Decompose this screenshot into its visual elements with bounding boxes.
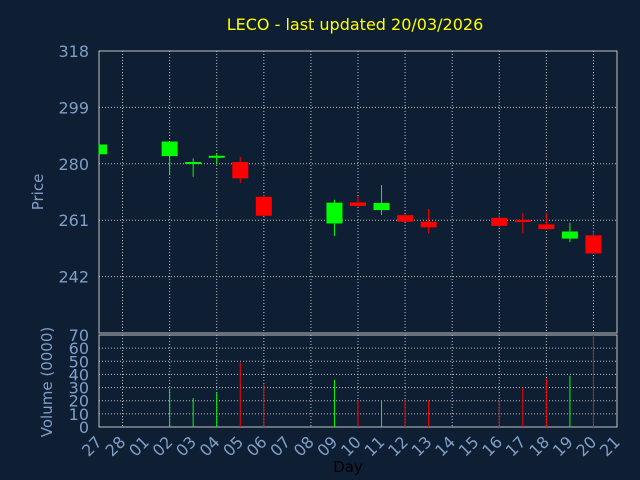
volume-tick-label: 30 bbox=[69, 379, 89, 398]
candle-body bbox=[161, 141, 178, 157]
volume-tick-label: 0 bbox=[79, 418, 89, 437]
candle-body bbox=[491, 217, 508, 226]
price-tick-label: 299 bbox=[58, 98, 89, 117]
candle-body bbox=[255, 196, 272, 216]
volume-axis-label: Volume (0000) bbox=[38, 327, 56, 437]
price-tick-label: 280 bbox=[58, 155, 89, 174]
volume-tick-label: 40 bbox=[69, 365, 89, 384]
volume-tick-label: 70 bbox=[69, 326, 89, 345]
volume-tick-label: 10 bbox=[69, 405, 89, 424]
volume-tick-label: 20 bbox=[69, 392, 89, 411]
price-tick-label: 318 bbox=[58, 42, 89, 61]
candle-body bbox=[397, 215, 414, 222]
candle-body bbox=[208, 155, 225, 158]
candle-body bbox=[185, 162, 202, 165]
candle-body bbox=[99, 144, 107, 155]
volume-tick-label: 60 bbox=[69, 339, 89, 358]
candle-body bbox=[326, 202, 343, 224]
x-tick-label: 21 bbox=[596, 432, 624, 460]
volume-tick-label: 50 bbox=[69, 352, 89, 371]
x-axis-label: Day bbox=[333, 458, 363, 476]
price-tick-label: 261 bbox=[58, 211, 89, 230]
chart-title: LECO - last updated 20/03/2026 bbox=[227, 15, 484, 34]
candle-body bbox=[514, 219, 531, 222]
candle-body bbox=[561, 231, 578, 239]
candle-body bbox=[232, 162, 249, 179]
candle-body bbox=[538, 224, 555, 230]
candle-body bbox=[373, 202, 390, 211]
candle-body bbox=[420, 221, 437, 228]
candle-body bbox=[585, 235, 602, 254]
candle-body bbox=[350, 202, 366, 206]
price-tick-label: 242 bbox=[58, 268, 89, 287]
price-axis-label: Price bbox=[29, 174, 47, 211]
